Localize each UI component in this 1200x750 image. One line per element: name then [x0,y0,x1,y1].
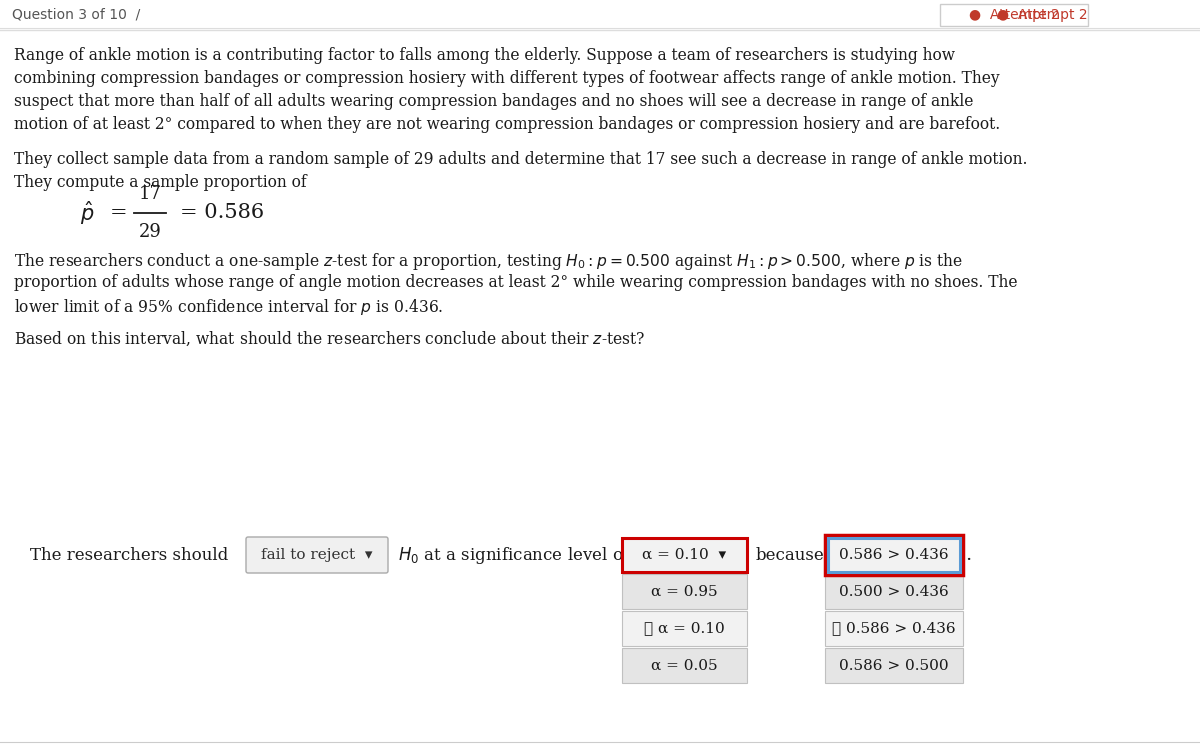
FancyBboxPatch shape [826,535,964,575]
Text: $\hat{p}$: $\hat{p}$ [80,200,95,226]
Text: The researchers should: The researchers should [30,547,228,563]
Text: suspect that more than half of all adults wearing compression bandages and no sh: suspect that more than half of all adult… [14,93,973,110]
Text: 17: 17 [138,185,162,203]
Text: fail to reject  ▾: fail to reject ▾ [262,548,373,562]
Text: 0.586 > 0.436: 0.586 > 0.436 [839,548,949,562]
FancyBboxPatch shape [940,4,1088,26]
Text: Range of ankle motion is a contributing factor to falls among the elderly. Suppo: Range of ankle motion is a contributing … [14,47,955,64]
Text: proportion of adults whose range of angle motion decreases at least 2° while wea: proportion of adults whose range of angl… [14,274,1018,291]
Text: lower limit of a 95% confidence interval for $p$ is 0.436.: lower limit of a 95% confidence interval… [14,297,443,317]
Text: α = 0.10  ▾: α = 0.10 ▾ [642,548,726,562]
FancyBboxPatch shape [828,538,960,572]
FancyBboxPatch shape [622,611,746,646]
Text: 0.586 > 0.500: 0.586 > 0.500 [839,658,949,673]
FancyBboxPatch shape [622,538,746,572]
Text: Based on this interval, what should the researchers conclude about their $z$-tes: Based on this interval, what should the … [14,330,646,348]
Text: = 0.586: = 0.586 [180,203,264,223]
Text: ●  Attempt 2: ● Attempt 2 [997,8,1088,22]
Text: because: because [756,547,824,563]
Text: =: = [110,203,127,223]
Text: The researchers conduct a one-sample $z$-test for a proportion, testing $H_0 : p: The researchers conduct a one-sample $z$… [14,251,964,272]
FancyBboxPatch shape [622,648,746,683]
FancyBboxPatch shape [622,574,746,609]
Text: α = 0.05: α = 0.05 [652,658,718,673]
Text: .: . [965,546,971,564]
Text: ●  Attempt 2: ● Attempt 2 [968,8,1060,22]
Text: α = 0.95: α = 0.95 [652,584,718,598]
Text: motion of at least 2° compared to when they are not wearing compression bandages: motion of at least 2° compared to when t… [14,116,1001,133]
FancyBboxPatch shape [826,611,964,646]
Text: ✓ α = 0.10: ✓ α = 0.10 [644,622,725,635]
FancyBboxPatch shape [246,537,388,573]
Text: ✓ 0.586 > 0.436: ✓ 0.586 > 0.436 [832,622,956,635]
Text: Question 3 of 10  /: Question 3 of 10 / [12,8,140,22]
Text: They collect sample data from a random sample of 29 adults and determine that 17: They collect sample data from a random s… [14,151,1027,168]
FancyBboxPatch shape [826,648,964,683]
Text: $H_0$ at a significance level of: $H_0$ at a significance level of [398,544,631,566]
Text: They compute a sample proportion of: They compute a sample proportion of [14,174,307,191]
Text: 29: 29 [138,223,162,241]
Text: combining compression bandages or compression hosiery with different types of fo: combining compression bandages or compre… [14,70,1000,87]
FancyBboxPatch shape [826,574,964,609]
Text: 0.500 > 0.436: 0.500 > 0.436 [839,584,949,598]
